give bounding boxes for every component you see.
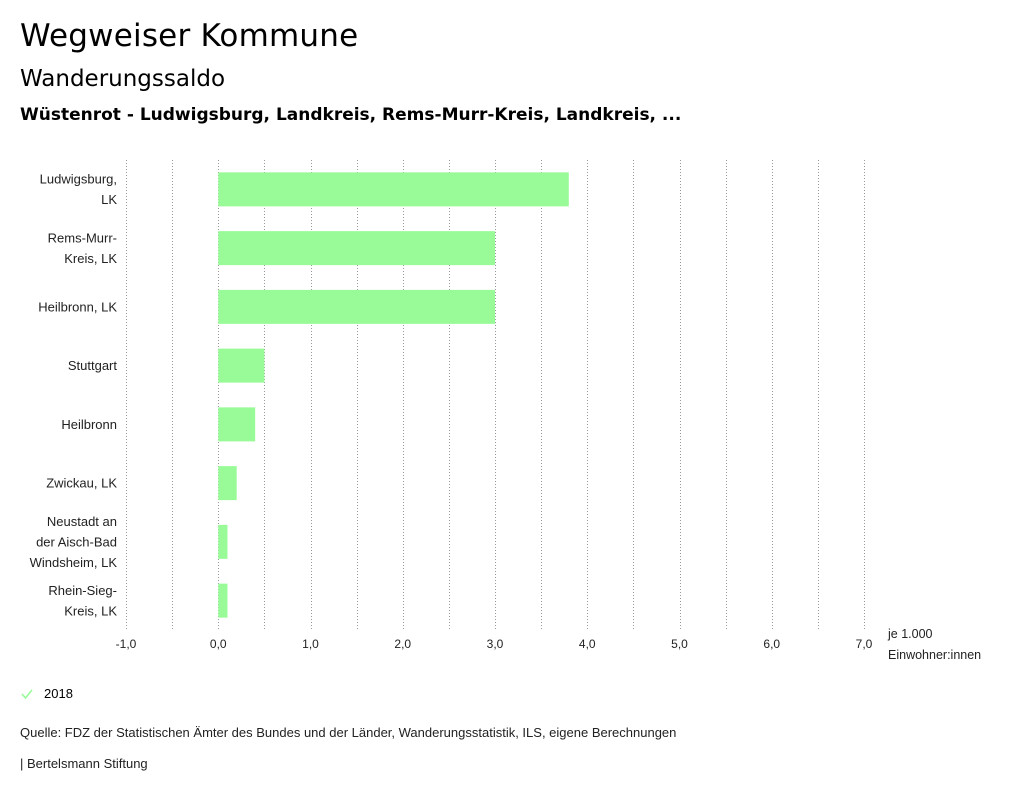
category-label: Stuttgart [68, 358, 118, 373]
x-tick-label: 0,0 [210, 637, 227, 651]
bar [218, 348, 265, 383]
x-tick-label: -1,0 [116, 637, 137, 651]
legend-label: 2018 [44, 686, 73, 701]
x-tick-label: 3,0 [487, 637, 504, 651]
bar [218, 583, 228, 618]
bar [218, 172, 569, 207]
category-label: Ludwigsburg, LK [40, 172, 118, 208]
x-tick-label: 6,0 [763, 637, 780, 651]
category-label: Heilbronn, LK [38, 299, 117, 314]
bar [218, 524, 228, 559]
bar [218, 466, 237, 501]
region-label: Wüstenrot - Ludwigsburg, Landkreis, Rems… [20, 105, 682, 125]
category-label: Rems-Murr-Kreis, LK [48, 230, 118, 266]
legend[interactable]: 2018 [20, 686, 73, 701]
bar [218, 231, 495, 266]
x-tick-label: 5,0 [671, 637, 688, 651]
x-tick-label: 7,0 [856, 637, 873, 651]
source-note: Quelle: FDZ der Statistischen Ämter des … [20, 725, 677, 740]
category-label: Zwickau, LK [46, 476, 117, 491]
bar-chart: Ludwigsburg, LK Rems-Murr-Kreis, LK Heilbro… [30, 160, 981, 662]
x-tick-label: 1,0 [302, 637, 319, 651]
category-label: Heilbronn [61, 417, 117, 432]
category-label: Rhein-Sieg-Kreis, LK [48, 583, 117, 619]
check-icon [21, 688, 33, 699]
x-axis-unit-label: je 1.000 Einwohner:innen [887, 627, 981, 662]
x-tick-label: 4,0 [579, 637, 596, 651]
bar [218, 289, 495, 324]
publisher-note: | Bertelsmann Stiftung [20, 756, 148, 771]
chart-subtitle: Wanderungssaldo [20, 66, 226, 92]
bar [218, 407, 256, 442]
category-label: Neustadt an der Aisch-Bad Windsheim, LK [30, 514, 118, 570]
page-title: Wegweiser Kommune [20, 18, 359, 54]
x-tick-label: 2,0 [394, 637, 411, 651]
